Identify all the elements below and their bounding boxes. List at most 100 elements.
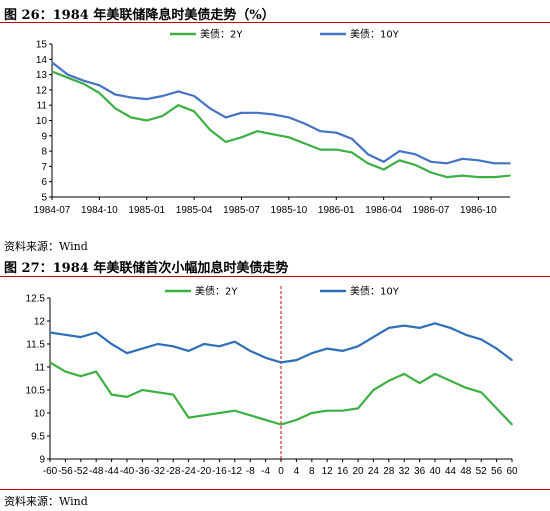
y-tick-label: 9 (39, 455, 45, 466)
series-0-point (98, 92, 101, 94)
x-tick-label: -16 (212, 466, 227, 477)
series-1-point (461, 157, 464, 160)
series-0-point (177, 104, 180, 106)
series-0-point (367, 162, 369, 165)
series-1-point (480, 338, 483, 341)
x-tick-label: 1984-10 (81, 205, 118, 216)
series-1-point (172, 345, 174, 348)
series-0-point (240, 136, 243, 139)
series-0-point (256, 130, 259, 133)
x-tick-label: -8 (246, 466, 255, 477)
y-tick-label: 14 (36, 55, 48, 66)
series-0-point (126, 396, 128, 398)
series-1-point (414, 153, 417, 155)
x-tick-label: -12 (228, 466, 243, 477)
x-tick-label: 1985-07 (223, 205, 260, 216)
series-1-point (430, 161, 432, 163)
series-1-point (288, 116, 290, 119)
series-1-point (341, 350, 344, 352)
series-0-point (495, 407, 498, 410)
y-tick-label: 13 (36, 70, 48, 81)
series-1-point (240, 112, 243, 114)
series-1-point (465, 334, 467, 336)
legend-label-1: 美债：10Y (350, 28, 400, 41)
series-0-point (335, 148, 338, 151)
series-1-point (80, 336, 82, 338)
series-1-point (66, 73, 69, 76)
series-1-point (449, 327, 452, 329)
series-0-point (319, 148, 322, 151)
series-0-point (388, 380, 390, 382)
x-tick-label: 44 (445, 466, 457, 477)
series-1-point (319, 130, 322, 133)
series-0-point (434, 373, 436, 375)
series-1-point (95, 331, 97, 334)
series-1-point (493, 162, 496, 165)
series-1-point (141, 347, 144, 350)
series-0-point (114, 107, 116, 110)
x-tick-label: 1985-04 (176, 205, 213, 216)
y-tick-label: 12.5 (26, 294, 46, 305)
series-0-point (480, 391, 483, 394)
series-0-point (449, 380, 452, 382)
series-0-point (249, 414, 251, 417)
series-0-point (193, 110, 195, 113)
x-tick-label: 12 (322, 466, 334, 477)
y-tick-label: 10 (34, 409, 46, 420)
series-0-point (295, 419, 298, 421)
series-0-point (209, 128, 211, 131)
figure-27-title: 图 27：1984 年美联储首次小幅加息时美债走势 (4, 261, 289, 276)
series-0-point (141, 389, 144, 391)
series-0-point (326, 409, 329, 412)
series-1-point (418, 327, 421, 329)
series-0-point (187, 416, 190, 419)
series-0-point (403, 373, 406, 375)
series-0-point (49, 361, 51, 364)
series-0-point (511, 423, 513, 426)
series-0-point (357, 407, 359, 410)
series-1-point (224, 116, 227, 119)
x-tick-label: 28 (383, 466, 395, 477)
series-0-point (82, 82, 85, 85)
series-1-point (372, 336, 375, 338)
series-0-point (303, 142, 306, 145)
figure-26-title-rule (0, 22, 550, 23)
series-1-point (51, 61, 53, 64)
x-tick-label: 36 (414, 466, 426, 477)
series-0-point (461, 174, 464, 177)
x-tick-label: 1984-07 (34, 205, 71, 216)
series-0-point (509, 174, 511, 177)
series-0-point (351, 151, 353, 154)
y-tick-label: 11.5 (26, 340, 45, 351)
series-1-point (311, 352, 313, 354)
series-0-point (493, 176, 496, 178)
y-tick-label: 12 (34, 317, 46, 328)
series-1-point (114, 93, 116, 96)
series-1-point (64, 334, 67, 336)
series-0-point (446, 176, 448, 178)
y-tick-label: 15 (36, 40, 48, 51)
series-0-point (157, 391, 159, 394)
x-tick-label: 32 (399, 466, 411, 477)
x-tick-label: -4 (261, 466, 270, 477)
series-1-point (234, 340, 236, 343)
x-tick-label: 1986-04 (365, 205, 402, 216)
series-0-point (234, 409, 236, 412)
series-1-point (509, 162, 511, 165)
y-tick-label: 11 (35, 363, 46, 374)
series-1-point (126, 352, 128, 354)
x-tick-label: 48 (460, 466, 472, 477)
series-0-point (272, 133, 274, 136)
series-0-point (382, 168, 385, 171)
x-tick-label: -20 (197, 466, 212, 477)
x-tick-label: 24 (368, 466, 380, 477)
x-tick-label: 1985-01 (128, 205, 165, 216)
series-line-0 (51, 70, 511, 179)
series-1-point (403, 324, 406, 327)
series-0-point (64, 370, 67, 373)
x-tick-label: 16 (337, 466, 349, 477)
series-0-point (172, 393, 174, 396)
series-0-point (288, 136, 290, 139)
y-tick-label: 12 (36, 85, 48, 96)
